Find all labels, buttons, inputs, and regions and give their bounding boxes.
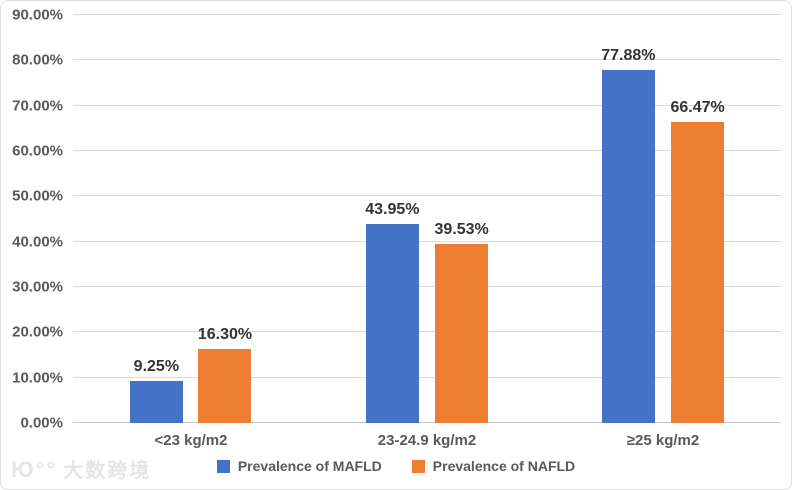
x-category-label: <23 kg/m2 [154, 432, 228, 449]
bar-column-nafld: 66.47% [671, 15, 725, 423]
legend-label: Prevalence of MAFLD [237, 458, 382, 474]
chart-legend: Prevalence of MAFLD Prevalence of NAFLD [1, 458, 791, 474]
plot-area: 9.25% 16.30% 43.95% 39.53% 77.88% 66.47% [73, 14, 781, 423]
bar-value-label: 77.88% [601, 46, 656, 64]
x-axis-labels: <23 kg/m2 23-24.9 kg/m2 ≥25 kg/m2 [73, 432, 781, 449]
y-tick-label: 10.00% [12, 369, 63, 387]
y-tick-label: 50.00% [12, 187, 63, 205]
gridline [73, 59, 781, 61]
legend-item-nafld: Prevalence of NAFLD [411, 458, 576, 474]
legend-swatch-mafld [216, 459, 230, 473]
watermark: Ю°° 大数跨境 [11, 454, 151, 483]
legend-item-mafld: Prevalence of MAFLD [216, 458, 382, 474]
bar-group: 9.25% 16.30% [73, 15, 309, 423]
bar-value-label: 39.53% [434, 220, 489, 238]
gridline [73, 240, 781, 242]
legend-label: Prevalence of NAFLD [432, 458, 576, 474]
bar-value-label: 9.25% [133, 358, 180, 376]
y-tick-label: 80.00% [12, 51, 63, 69]
bar-group: 43.95% 39.53% [309, 15, 545, 423]
bar-value-label: 43.95% [365, 200, 420, 218]
gridline [73, 104, 781, 106]
bar-column-nafld: 39.53% [435, 15, 489, 423]
bar-groups: 9.25% 16.30% 43.95% 39.53% 77.88% 66.47% [73, 15, 781, 423]
gridline [73, 376, 781, 378]
bar-nafld [671, 121, 725, 423]
bar-column-nafld: 16.30% [198, 15, 252, 423]
bar-column-mafld: 43.95% [365, 15, 420, 423]
bar-value-label: 66.47% [670, 98, 725, 116]
bar-nafld [435, 243, 489, 423]
x-category-label: ≥25 kg/m2 [626, 432, 700, 449]
bar-nafld [198, 349, 252, 423]
gridline [73, 150, 781, 152]
gridline [73, 195, 781, 197]
x-axis-line [73, 422, 781, 423]
y-tick-label: 90.00% [12, 6, 63, 24]
brand-text: 大数跨境 [63, 460, 152, 482]
bar-mafld [129, 381, 183, 423]
gridline [73, 331, 781, 333]
bar-value-label: 16.30% [197, 326, 253, 344]
brand-logo-icon: Ю°° [11, 457, 58, 482]
bar-column-mafld: 9.25% [129, 15, 183, 423]
legend-swatch-nafld [411, 459, 425, 473]
gridline [73, 286, 781, 288]
y-axis-labels: 0.00% 10.00% 20.00% 30.00% 40.00% 50.00% 60.00… [1, 7, 63, 432]
y-tick-label: 70.00% [12, 97, 63, 115]
y-tick-label: 20.00% [12, 323, 63, 341]
bar-group: 77.88% 66.47% [545, 15, 781, 423]
bar-mafld [601, 69, 655, 423]
y-tick-label: 30.00% [12, 278, 63, 296]
x-category-label: 23-24.9 kg/m2 [377, 432, 477, 449]
y-tick-label: 40.00% [12, 233, 63, 251]
y-tick-label: 60.00% [12, 142, 63, 160]
y-tick-label: 0.00% [20, 414, 63, 432]
bar-column-mafld: 77.88% [601, 15, 656, 423]
gridline [73, 14, 781, 15]
bar-mafld [365, 223, 419, 423]
